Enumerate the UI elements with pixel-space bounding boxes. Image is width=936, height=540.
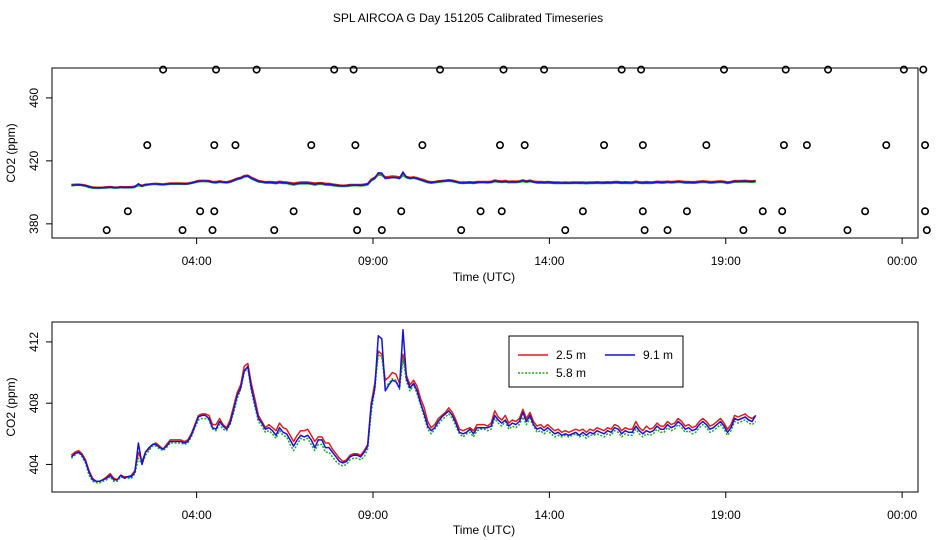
series-line-9-1-m xyxy=(70,328,757,483)
top-y-tick-label: 460 xyxy=(27,88,41,108)
calibration-point xyxy=(231,141,240,150)
calibration-point xyxy=(921,141,930,150)
calibration-point xyxy=(578,207,587,216)
calibration-point xyxy=(600,141,609,150)
calibration-point xyxy=(102,226,111,235)
top-x-tick-label: 04:00 xyxy=(182,254,212,268)
calibration-point xyxy=(495,141,504,150)
calibration-point xyxy=(289,207,298,216)
bottom-y-tick-label: 404 xyxy=(27,454,41,474)
calibration-point xyxy=(899,65,908,74)
calibration-point xyxy=(270,226,279,235)
top-panel: Time (UTC) CO2 (ppm) 04:00 09:00 14:00 19:0… xyxy=(4,65,931,284)
calibration-point xyxy=(210,141,219,150)
series-line-2-5-m xyxy=(70,350,757,483)
top-y-axis-label: CO2 (ppm) xyxy=(4,123,18,182)
calibration-point xyxy=(457,226,466,235)
top-x-tick-label: 00:00 xyxy=(887,254,917,268)
top-plot-frame xyxy=(51,67,919,239)
bottom-y-tick-label: 412 xyxy=(27,332,41,352)
top-series-line-9-1-m xyxy=(71,170,756,189)
calibration-point xyxy=(758,207,767,216)
legend-label-5-8m: 5.8 m xyxy=(556,366,586,380)
bottom-x-tick-label: 19:00 xyxy=(711,508,741,522)
top-x-tick-label: 09:00 xyxy=(358,254,388,268)
calibration-point xyxy=(637,65,646,74)
calibration-point xyxy=(922,226,931,235)
legend-label-9-1m: 9.1 m xyxy=(643,348,673,362)
legend: 2.5 m 5.8 m 9.1 m xyxy=(508,335,684,388)
calibration-point xyxy=(540,65,549,74)
calibration-point xyxy=(307,141,316,150)
calibration-point xyxy=(640,226,649,235)
calibration-point xyxy=(210,207,219,216)
calibration-point xyxy=(123,207,132,216)
calibration-point xyxy=(143,141,152,150)
calibration-point xyxy=(778,207,787,216)
calibration-point xyxy=(638,141,647,150)
top-x-tick-label: 14:00 xyxy=(534,254,564,268)
top-y-tick-label: 380 xyxy=(27,214,41,234)
calibration-point xyxy=(212,65,221,74)
calibration-point xyxy=(353,226,362,235)
calibration-point xyxy=(861,207,870,216)
calibration-point xyxy=(252,65,261,74)
calibration-point xyxy=(882,141,891,150)
calibration-point xyxy=(497,207,506,216)
calibration-point xyxy=(353,207,362,216)
calibration-point xyxy=(682,207,691,216)
calibration-point xyxy=(476,207,485,216)
calibration-point xyxy=(802,141,811,150)
calibration-point xyxy=(208,226,217,235)
top-series-line-2-5-m xyxy=(71,173,756,189)
top-x-axis-label: Time (UTC) xyxy=(453,270,515,284)
bottom-x-tick-label: 14:00 xyxy=(534,508,564,522)
calibration-point xyxy=(781,65,790,74)
figure-title: SPL AIRCOA G Day 151205 Calibrated Times… xyxy=(333,11,603,25)
legend-box xyxy=(508,335,684,388)
calibration-point xyxy=(824,65,833,74)
calibration-point xyxy=(663,226,672,235)
calibration-point xyxy=(397,207,406,216)
calibration-point xyxy=(739,226,748,235)
calibration-point xyxy=(843,226,852,235)
calibration-point xyxy=(418,141,427,150)
calibration-point xyxy=(436,65,445,74)
calibration-point xyxy=(921,207,930,216)
calibration-point xyxy=(377,226,386,235)
calibration-point xyxy=(178,226,187,235)
bottom-y-axis-label: CO2 (ppm) xyxy=(4,377,18,436)
calibration-point xyxy=(196,207,205,216)
bottom-x-tick-label: 00:00 xyxy=(887,508,917,522)
top-x-tick-label: 19:00 xyxy=(711,254,741,268)
calibration-point xyxy=(719,65,728,74)
calibration-point xyxy=(702,141,711,150)
calibration-point xyxy=(499,65,508,74)
bottom-panel: Time (UTC) CO2 (ppm) 2.5 m 5.8 m 9.1 m 0… xyxy=(4,321,919,537)
bottom-y-tick-label: 408 xyxy=(27,393,41,413)
bottom-plot-frame xyxy=(51,321,919,493)
calibration-point xyxy=(561,226,570,235)
calibration-point xyxy=(779,141,788,150)
calibration-point xyxy=(159,65,168,74)
calibration-point xyxy=(351,141,360,150)
legend-label-2-5m: 2.5 m xyxy=(556,348,586,362)
calibration-point xyxy=(638,207,647,216)
calibration-point xyxy=(330,65,339,74)
top-y-tick-label: 420 xyxy=(27,151,41,171)
bottom-x-axis-label: Time (UTC) xyxy=(453,523,515,537)
calibration-point xyxy=(617,65,626,74)
calibration-point xyxy=(520,141,529,150)
bottom-x-tick-label: 04:00 xyxy=(182,508,212,522)
calibration-point xyxy=(349,65,358,74)
bottom-x-tick-label: 09:00 xyxy=(358,508,388,522)
calibration-point xyxy=(919,65,928,74)
calibration-point xyxy=(778,226,787,235)
